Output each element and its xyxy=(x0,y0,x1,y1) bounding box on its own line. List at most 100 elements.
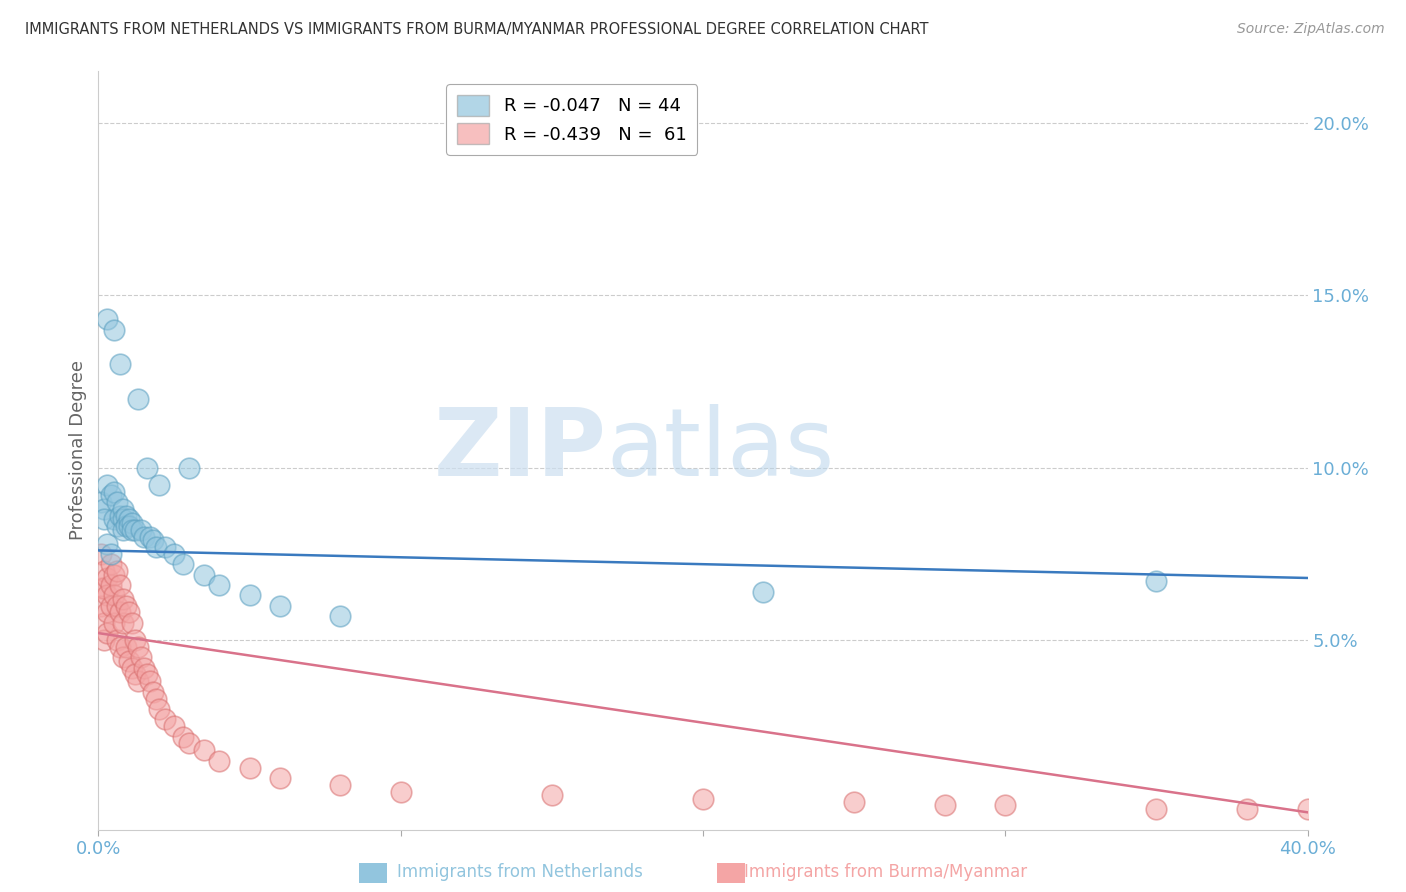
Point xyxy=(389,785,412,799)
Point xyxy=(132,660,155,674)
Point xyxy=(129,650,152,665)
Point xyxy=(105,519,128,533)
Point xyxy=(100,599,122,613)
Point xyxy=(118,519,141,533)
Point xyxy=(96,588,118,602)
Point xyxy=(172,730,194,744)
Point xyxy=(145,540,167,554)
Point xyxy=(145,691,167,706)
Point xyxy=(139,674,162,689)
Point xyxy=(994,798,1017,813)
Point xyxy=(118,512,141,526)
Point xyxy=(96,312,118,326)
Text: ZIP: ZIP xyxy=(433,404,606,497)
Point xyxy=(132,530,155,544)
Point xyxy=(142,684,165,698)
Point xyxy=(90,547,112,561)
Point xyxy=(93,512,115,526)
Point xyxy=(103,484,125,499)
Point xyxy=(193,743,215,757)
Point xyxy=(1144,574,1167,589)
Point xyxy=(752,584,775,599)
Point xyxy=(269,599,291,613)
Point xyxy=(111,615,134,630)
Point xyxy=(329,608,352,623)
Point xyxy=(163,547,186,561)
Point xyxy=(105,633,128,648)
Point xyxy=(96,626,118,640)
Point xyxy=(129,523,152,537)
Point xyxy=(179,460,201,475)
Point xyxy=(93,502,115,516)
Point xyxy=(111,502,134,516)
Point xyxy=(108,606,131,620)
Point xyxy=(96,606,118,620)
Point xyxy=(93,615,115,630)
Legend: R = -0.047   N = 44, R = -0.439   N =  61: R = -0.047 N = 44, R = -0.439 N = 61 xyxy=(446,84,697,155)
Point xyxy=(124,633,146,648)
Point xyxy=(100,488,122,502)
Point xyxy=(114,640,136,654)
Point xyxy=(111,512,134,526)
Point xyxy=(153,712,176,726)
Point xyxy=(121,516,143,530)
Text: Immigrants from Netherlands: Immigrants from Netherlands xyxy=(398,863,643,881)
Point xyxy=(111,650,134,665)
Point xyxy=(148,702,170,716)
Point xyxy=(93,633,115,648)
Point xyxy=(100,557,122,572)
Point xyxy=(172,557,194,572)
Point xyxy=(103,615,125,630)
Point xyxy=(90,495,112,509)
Point xyxy=(96,536,118,550)
Point xyxy=(103,567,125,582)
Text: Immigrants from Burma/Myanmar: Immigrants from Burma/Myanmar xyxy=(744,863,1028,881)
Point xyxy=(163,719,186,733)
Point xyxy=(135,667,157,681)
Point xyxy=(118,606,141,620)
Point xyxy=(329,778,352,792)
Point xyxy=(100,578,122,592)
Point xyxy=(103,323,125,337)
Point xyxy=(118,654,141,668)
Point xyxy=(114,508,136,523)
Point xyxy=(844,795,866,809)
Point xyxy=(179,736,201,750)
Point xyxy=(127,392,149,406)
Point xyxy=(1236,802,1258,816)
Point xyxy=(540,788,562,802)
Point xyxy=(239,588,262,602)
Point xyxy=(108,640,131,654)
Point xyxy=(111,591,134,606)
Point xyxy=(135,460,157,475)
Point xyxy=(1144,802,1167,816)
Point xyxy=(148,478,170,492)
Y-axis label: Professional Degree: Professional Degree xyxy=(69,360,87,541)
Point xyxy=(108,357,131,371)
Point xyxy=(121,523,143,537)
Point xyxy=(127,640,149,654)
Point xyxy=(114,599,136,613)
Point xyxy=(153,540,176,554)
Text: Source: ZipAtlas.com: Source: ZipAtlas.com xyxy=(1237,22,1385,37)
Point xyxy=(114,519,136,533)
Point xyxy=(692,791,714,805)
Point xyxy=(103,588,125,602)
Point xyxy=(139,530,162,544)
Point xyxy=(108,508,131,523)
Point xyxy=(127,674,149,689)
Point xyxy=(90,599,112,613)
Point xyxy=(142,533,165,547)
Point xyxy=(105,564,128,578)
Point xyxy=(208,754,231,768)
Point xyxy=(1296,802,1319,816)
Point xyxy=(93,564,115,578)
Point xyxy=(124,523,146,537)
Point xyxy=(121,660,143,674)
Point xyxy=(108,578,131,592)
Point xyxy=(111,523,134,537)
Text: atlas: atlas xyxy=(606,404,835,497)
Point xyxy=(193,567,215,582)
Point xyxy=(269,771,291,785)
Point xyxy=(105,495,128,509)
